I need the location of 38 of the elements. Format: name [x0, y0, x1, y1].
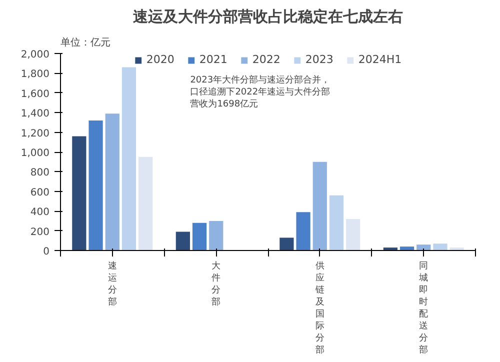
bar [433, 244, 448, 250]
bar [329, 195, 344, 250]
y-tick-label: 600 [30, 187, 50, 198]
legend-label: 2024H1 [358, 53, 402, 66]
bar [138, 156, 153, 250]
legend-label: 2023 [305, 53, 334, 66]
y-tick-label: 1,200 [20, 128, 50, 140]
y-tick-label: 800 [30, 168, 50, 179]
bar [416, 244, 431, 250]
bar [122, 67, 136, 250]
legend-label: 2021 [199, 53, 228, 66]
x-tick-label: 速运分部 [108, 260, 117, 308]
bar [209, 220, 224, 250]
legend-label: 2020 [146, 53, 174, 66]
y-tick-label: 400 [30, 207, 50, 218]
y-tick-label: 200 [30, 226, 50, 238]
bar [72, 136, 86, 250]
y-tick-label: 1,400 [20, 108, 50, 120]
bar [176, 232, 190, 250]
annotation: 2023年大件分部与速运分部合并，口径追溯下2022年速运与大件分部营收为1698亿元 [190, 74, 330, 110]
bar [346, 218, 360, 250]
y-tick-label: 2,000 [20, 50, 50, 60]
bar [312, 162, 327, 250]
y-tick-label: 1,000 [20, 148, 50, 159]
bar [192, 222, 207, 250]
x-tick-label: 同城即时配送分部 [418, 262, 428, 356]
legend-label: 2022 [252, 53, 280, 66]
y-axis-title: 单位：亿元 [60, 36, 110, 48]
y-tick-label: 1,600 [20, 88, 50, 100]
y-tick-label: 1,800 [20, 69, 50, 80]
chart-title: 速运及大件分部营收占比稳定在七成左右 [133, 8, 403, 26]
bar [88, 120, 103, 250]
x-tick-label: 供应链及国际分部 [314, 260, 324, 356]
bar [296, 212, 310, 250]
bar [280, 238, 294, 250]
bar [105, 114, 120, 250]
y-tick-label: 0 [43, 246, 50, 258]
x-tick-label: 大件分部 [212, 260, 221, 308]
